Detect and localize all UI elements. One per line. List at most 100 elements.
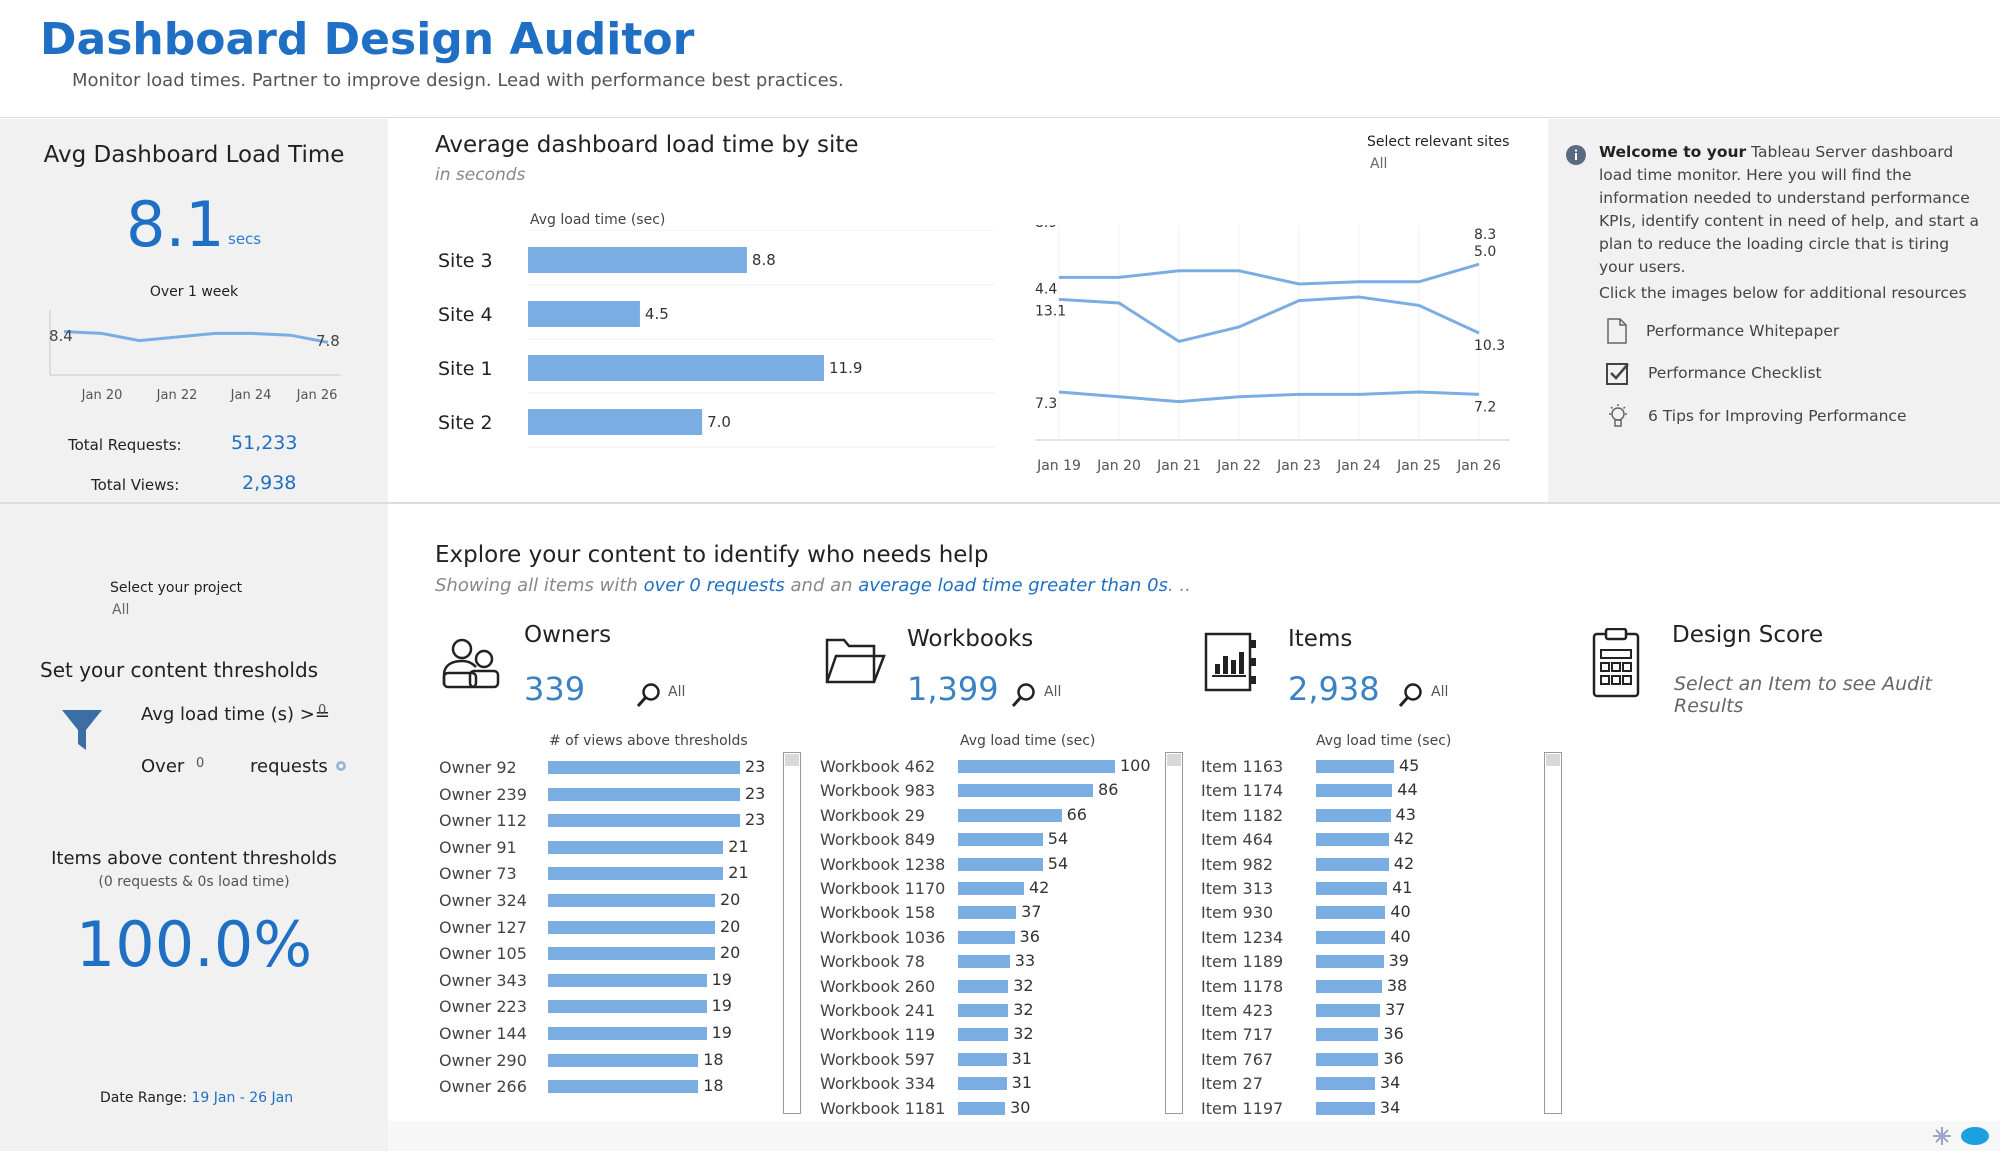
workbook-bar[interactable]	[958, 760, 1115, 773]
owner-row-label[interactable]: Owner 343	[439, 970, 527, 990]
search-icon[interactable]	[636, 682, 662, 708]
item-bar[interactable]	[1316, 857, 1389, 871]
items-scroll-thumb[interactable]	[1546, 754, 1560, 766]
workbook-row-label[interactable]: Workbook 1181	[820, 1098, 946, 1118]
site-trend-line[interactable]	[1059, 262, 1480, 286]
site-filter-value[interactable]: All	[1370, 156, 1388, 172]
owner-row-label[interactable]: Owner 112	[439, 811, 527, 831]
item-bar[interactable]	[1316, 1077, 1375, 1091]
requests-threshold-input[interactable]: 0	[196, 756, 205, 771]
owners-scrollbar[interactable]	[783, 752, 801, 1114]
workbook-bar[interactable]	[958, 1077, 1007, 1091]
site-bar[interactable]	[528, 409, 703, 435]
workbook-row-label[interactable]: Workbook 334	[820, 1074, 936, 1094]
item-bar[interactable]	[1316, 808, 1391, 822]
owner-bar[interactable]	[548, 814, 740, 828]
workbook-row-label[interactable]: Workbook 983	[820, 781, 936, 801]
site-line-chart[interactable]: 8.9 8.3 4.4 5.0 13.1 10.3 7.3 7.2 Jan 19 Jan 20 Ja…	[1020, 225, 1520, 485]
item-row-label[interactable]: Item 1197	[1201, 1098, 1284, 1118]
item-row-label[interactable]: Item 1178	[1201, 976, 1284, 996]
owner-bar[interactable]	[548, 920, 715, 934]
workbook-row-label[interactable]: Workbook 260	[820, 976, 936, 996]
workbook-bar[interactable]	[958, 808, 1062, 822]
load-threshold-input[interactable]: 0	[318, 703, 327, 718]
workbook-row-label[interactable]: Workbook 241	[820, 1001, 936, 1020]
owner-bar[interactable]	[548, 761, 740, 774]
workbook-row-label[interactable]: Workbook 78	[820, 952, 925, 972]
item-bar[interactable]	[1316, 833, 1389, 847]
item-row-label[interactable]: Item 717	[1201, 1025, 1274, 1045]
site-trend-line[interactable]	[1058, 390, 1480, 404]
owner-bar[interactable]	[548, 973, 707, 987]
workbooks-scroll-thumb[interactable]	[1167, 754, 1181, 766]
workbook-bar[interactable]	[958, 930, 1015, 944]
item-bar[interactable]	[1316, 760, 1394, 773]
owner-row-label[interactable]: Owner 239	[439, 784, 527, 804]
owner-row-label[interactable]: Owner 223	[439, 997, 527, 1017]
workbook-row-label[interactable]: Workbook 1238	[820, 854, 946, 874]
owner-bar[interactable]	[548, 1080, 699, 1094]
item-row-label[interactable]: Item 1174	[1201, 781, 1284, 801]
owner-row-label[interactable]: Owner 266	[439, 1077, 527, 1097]
workbook-bar[interactable]	[958, 1028, 1009, 1042]
workbook-bar[interactable]	[958, 1101, 1006, 1115]
workbook-row-label[interactable]: Workbook 1036	[820, 927, 946, 947]
item-bar[interactable]	[1316, 1004, 1381, 1017]
item-row-label[interactable]: Item 1189	[1201, 952, 1284, 972]
item-bar[interactable]	[1316, 1101, 1375, 1115]
item-bar[interactable]	[1316, 1052, 1379, 1066]
info-dot-icon[interactable]	[335, 760, 347, 772]
owners-filter[interactable]: All	[668, 684, 686, 700]
owner-bar[interactable]	[548, 1027, 707, 1040]
item-row-label[interactable]: Item 767	[1201, 1049, 1274, 1069]
owner-bar[interactable]	[548, 947, 715, 961]
workbook-row-label[interactable]: Workbook 462	[820, 757, 936, 776]
owner-row-label[interactable]: Owner 92	[439, 758, 517, 777]
workbook-bar[interactable]	[958, 882, 1024, 895]
workbook-row-label[interactable]: Workbook 1170	[820, 879, 946, 898]
owner-row-label[interactable]: Owner 127	[439, 917, 527, 937]
owner-bar[interactable]	[548, 1000, 707, 1014]
item-bar[interactable]	[1316, 906, 1386, 920]
workbook-row-label[interactable]: Workbook 849	[820, 830, 936, 850]
item-bar[interactable]	[1316, 1028, 1379, 1042]
owner-bar[interactable]	[548, 840, 724, 854]
workbook-bar[interactable]	[958, 857, 1043, 871]
item-bar[interactable]	[1316, 784, 1393, 798]
item-row-label[interactable]: Item 423	[1201, 1001, 1274, 1020]
workbook-row-label[interactable]: Workbook 597	[820, 1049, 936, 1069]
project-filter-value[interactable]: All	[112, 602, 130, 618]
item-row-label[interactable]: Item 313	[1201, 879, 1274, 898]
resource-tips[interactable]: 6 Tips for Improving Performance	[1606, 401, 1906, 431]
workbook-row-label[interactable]: Workbook 158	[820, 903, 936, 923]
resource-checklist[interactable]: Performance Checklist	[1606, 358, 1822, 388]
item-row-label[interactable]: Item 930	[1201, 903, 1274, 923]
site-bar-chart[interactable]: Site 3 8.8 Site 4 4.5 Site 1 11.9 Site 2 7.0	[430, 230, 1000, 455]
item-row-label[interactable]: Item 982	[1201, 854, 1274, 874]
workbook-row-label[interactable]: Workbook 119	[820, 1025, 936, 1045]
site-bar[interactable]	[528, 355, 824, 381]
date-range-value[interactable]: 19 Jan - 26 Jan	[191, 1090, 294, 1106]
site-trend-line[interactable]	[1058, 295, 1480, 344]
workbook-row-label[interactable]: Workbook 29	[820, 805, 925, 825]
resource-whitepaper[interactable]: Performance Whitepaper	[1606, 316, 1839, 346]
workbooks-scrollbar[interactable]	[1165, 752, 1183, 1114]
owner-row-label[interactable]: Owner 290	[439, 1050, 527, 1070]
workbook-bar[interactable]	[958, 1052, 1007, 1066]
search-icon[interactable]	[1398, 682, 1424, 708]
item-bar[interactable]	[1316, 882, 1388, 895]
item-row-label[interactable]: Item 464	[1201, 830, 1274, 850]
owner-row-label[interactable]: Owner 73	[439, 864, 517, 884]
owner-bar[interactable]	[548, 1053, 699, 1067]
workbook-bar[interactable]	[958, 955, 1010, 969]
item-row-label[interactable]: Item 1234	[1201, 927, 1284, 947]
sparkline-line[interactable]	[63, 330, 329, 344]
item-row-label[interactable]: Item 27	[1201, 1074, 1263, 1094]
owner-row-label[interactable]: Owner 144	[439, 1024, 527, 1043]
items-filter[interactable]: All	[1431, 684, 1449, 700]
workbook-bar[interactable]	[958, 784, 1094, 798]
owner-row-label[interactable]: Owner 91	[439, 837, 517, 857]
workbook-bar[interactable]	[958, 1004, 1009, 1017]
owner-bar[interactable]	[548, 894, 715, 907]
owner-row-label[interactable]: Owner 105	[439, 944, 527, 964]
